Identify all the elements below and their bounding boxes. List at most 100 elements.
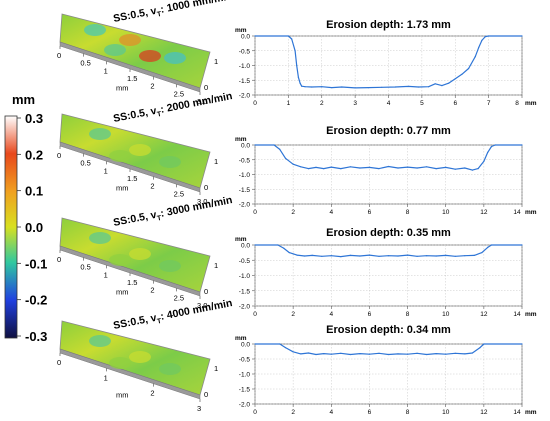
surface-x-tick-label: 0 [57, 151, 61, 160]
colorbar: mm 0.3 0.2 0.1 0.0 -0.1 -0.2 -0.3 [4, 92, 47, 344]
profile-point [416, 352, 418, 354]
colorbar-tick-label: -0.3 [25, 329, 47, 344]
x-tick-label: 6 [368, 409, 372, 416]
surface-y-tick-label: 1 [214, 57, 218, 66]
x-tick-label: 14 [513, 409, 521, 416]
surface-title: SS:0.5, vT: 3000 mm/min [112, 194, 233, 231]
profile-point [254, 244, 256, 246]
profile-point [315, 166, 317, 168]
profile-point [434, 83, 436, 85]
surface-texture [84, 24, 106, 36]
profile-point [341, 86, 343, 88]
surface-panel: SS:0.5, vT: 3000 mm/min 0 0.5 1 1.5 2 2.5 3.0 mm… [57, 194, 233, 310]
profile-point [441, 85, 443, 87]
profile-point [387, 255, 390, 257]
y-tick-label: -2.0 [239, 402, 251, 409]
profile-point [349, 254, 351, 256]
x-tick-label: 12 [480, 409, 488, 416]
surface-x-tick-label: 0 [57, 255, 61, 264]
y-tick-label: -1.5 [239, 387, 251, 394]
profile-point [368, 353, 370, 355]
x-tick-label: 14 [513, 209, 521, 216]
profile-point [417, 86, 420, 88]
profile-point [464, 353, 466, 355]
surface-x-tick-label: 1 [104, 66, 108, 75]
surface-y-tick-label: 1 [214, 364, 218, 373]
profile-point [474, 56, 476, 58]
chart-title: Erosion depth: 0.34 mm [326, 324, 451, 336]
profile-point [311, 86, 313, 88]
profile-point [279, 148, 281, 150]
x-tick-label: 4 [329, 209, 333, 216]
profile-point [323, 353, 325, 355]
profile-point [304, 255, 306, 257]
surface-title-sub: T [157, 111, 163, 119]
x-tick-label: 8 [406, 311, 410, 318]
profile-point [296, 254, 298, 256]
profile-point [445, 254, 447, 256]
profile-point [279, 343, 281, 345]
surface-panel: SS:0.5, vT: 4000 mm/min 0 1 2 3 mm 1 0 [57, 297, 233, 413]
profile-point [307, 352, 309, 354]
profile-point [407, 166, 409, 168]
surface-title-prefix: SS:0.5, v [112, 312, 157, 332]
surface-y-tick-label: 0 [204, 183, 208, 192]
y-axis-unit: mm [235, 136, 247, 143]
profile-point [481, 39, 483, 42]
colorbar-tick-label: 0.3 [25, 111, 43, 126]
surface-texture [129, 351, 151, 363]
profile-point [340, 256, 342, 258]
surface-x-tick-label: 2.5 [174, 189, 184, 198]
profile-point [407, 85, 410, 87]
chart-title: Erosion depth: 1.73 mm [326, 19, 451, 31]
surface-x-tick-label: 1.5 [127, 74, 137, 83]
profile-point [407, 353, 409, 355]
profile-point [330, 353, 332, 355]
surface-title: SS:0.5, vT: 1000 mm/min [112, 0, 233, 27]
colorbar-tick-label: -0.1 [25, 256, 47, 271]
profile-point [254, 343, 256, 345]
surface-texture [89, 128, 111, 140]
x-tick-label: 10 [442, 209, 450, 216]
surface-panels: SS:0.5, vT: 1000 mm/min00.511.522.53.0mm… [57, 0, 233, 413]
surface-x-tick-label: 1.5 [127, 174, 137, 183]
profile-point [461, 73, 463, 75]
profile-point [330, 255, 332, 257]
profile-point [454, 352, 456, 354]
surface-x-tick-label: 3 [197, 404, 201, 413]
profile-point [381, 86, 383, 88]
profile-point [359, 255, 361, 257]
y-axis-unit: mm [235, 335, 247, 342]
profile-point [454, 78, 456, 80]
profile-point [378, 352, 380, 354]
profile-point [488, 35, 490, 37]
profile-point [394, 86, 396, 88]
surface-y-tick-label: 0 [204, 390, 208, 399]
profile-point [340, 168, 342, 170]
y-tick-label: -0.5 [239, 258, 251, 265]
y-tick-label: -2.0 [239, 202, 251, 209]
profile-point [283, 247, 285, 249]
profile-point [287, 35, 289, 37]
surface-axis-unit: mm [116, 83, 129, 92]
surface-axis-unit: mm [116, 183, 129, 192]
profile-line [255, 244, 522, 258]
x-tick-label: 6 [368, 209, 372, 216]
profile-point [483, 343, 485, 345]
x-axis-unit: mm [525, 209, 537, 216]
surface-texture [104, 44, 126, 56]
y-tick-label: -1.0 [239, 372, 251, 379]
y-tick-label: -1.5 [239, 288, 251, 295]
profile-point [487, 151, 489, 153]
x-tick-label: 2 [320, 100, 324, 107]
profile-chart: Erosion depth: 0.35 mm 0.0 -0.5 -1.0 -1.5 -2.… [235, 227, 537, 318]
surface-x-tick-label: 3.0 [197, 97, 207, 106]
profile-point [426, 166, 428, 168]
colorbar-tick-label: 0.2 [25, 147, 43, 162]
surface-x-tick-label: 0.5 [80, 263, 90, 272]
surface-x-tick-label: 1 [104, 373, 108, 382]
profile-point [397, 167, 399, 169]
x-tick-label: 3 [353, 100, 357, 107]
y-tick-label: -0.5 [239, 157, 251, 164]
profile-point [291, 38, 293, 40]
